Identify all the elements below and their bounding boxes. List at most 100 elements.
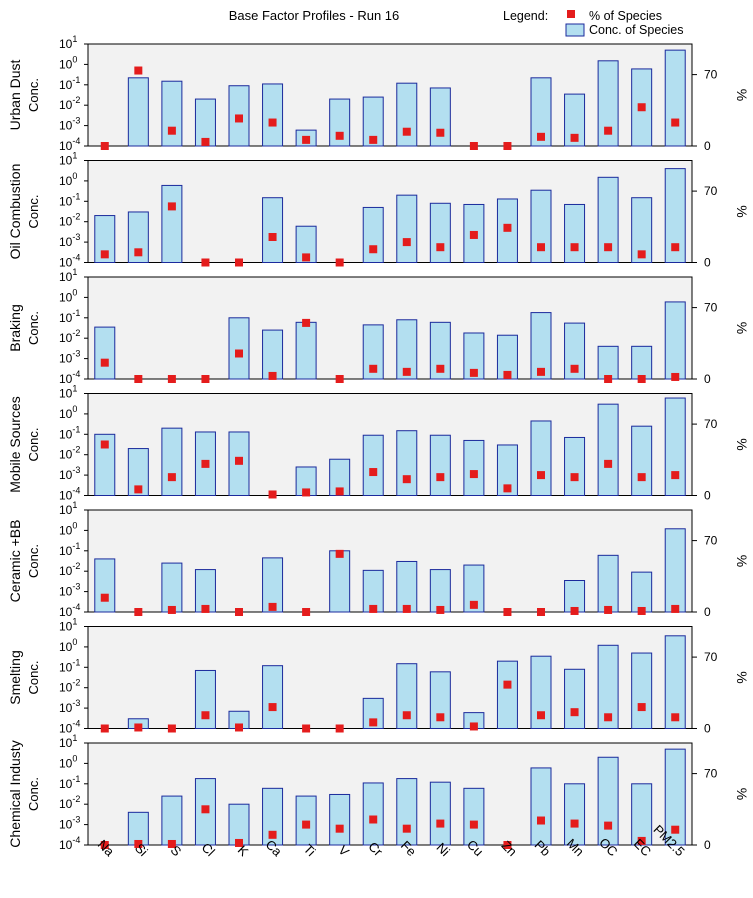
conc-bar <box>597 345 619 380</box>
panel-factor-name: Urban Dust <box>7 59 23 130</box>
conc-bar <box>463 332 485 380</box>
pct-marker <box>503 680 512 689</box>
pct-marker <box>100 593 109 602</box>
conc-bar <box>94 558 116 613</box>
conc-bar <box>94 326 116 380</box>
conc-bar <box>429 321 451 380</box>
panel-2: 10-4 10-3 10-2 10-1 100 101 0 70% Braking Conc. <box>7 267 750 386</box>
pct-marker <box>537 711 545 720</box>
left-axis-tick-label: 10-2 <box>59 561 80 578</box>
conc-bar <box>597 644 619 730</box>
pct-marker <box>537 816 545 825</box>
pct-marker <box>268 118 277 127</box>
pct-marker <box>537 132 545 141</box>
conc-bar <box>262 787 284 846</box>
conc-bar <box>228 803 250 846</box>
panel-factor-name: Braking <box>7 304 23 351</box>
conc-bar <box>295 795 317 846</box>
pct-marker <box>369 245 378 254</box>
conc-bar <box>530 77 552 147</box>
left-axis-tick-label: 101 <box>59 617 77 634</box>
pct-marker <box>604 459 613 468</box>
pct-marker <box>335 549 344 558</box>
right-axis-tick-label: 70 <box>704 650 718 664</box>
left-axis-tick-label: 10-4 <box>59 719 80 736</box>
conc-bar <box>127 211 149 263</box>
pct-marker <box>402 127 411 136</box>
pct-marker <box>201 805 210 814</box>
pct-marker <box>402 238 411 247</box>
pct-marker <box>671 471 680 480</box>
left-axis-tick-label: 10-2 <box>59 678 80 695</box>
pct-marker <box>469 230 478 239</box>
pct-marker <box>134 839 143 848</box>
panel-conc-label: Conc. <box>26 777 41 811</box>
pct-marker <box>402 824 411 833</box>
pct-marker <box>671 713 680 722</box>
left-axis-tick-label: 10-2 <box>59 328 80 345</box>
conc-bar <box>664 301 686 380</box>
right-axis-label: % <box>734 671 750 683</box>
left-axis-tick-label: 10-4 <box>59 602 80 619</box>
left-axis-tick-label: 101 <box>59 151 77 168</box>
pct-marker <box>503 370 512 379</box>
pct-marker <box>503 142 512 150</box>
pct-marker <box>302 488 311 497</box>
pct-marker <box>671 243 680 252</box>
left-axis-tick-label: 10-4 <box>59 136 80 153</box>
conc-bar <box>329 458 351 496</box>
pct-marker <box>436 819 445 828</box>
pct-marker <box>235 114 243 123</box>
conc-bar <box>463 787 485 846</box>
conc-bar <box>262 197 284 263</box>
panel-6: 10-4 10-3 10-2 10-1 100 101 0 70% Chemical Indus… <box>7 733 750 852</box>
pct-marker <box>537 243 545 252</box>
right-axis-label: % <box>734 205 750 217</box>
pct-marker <box>335 375 344 383</box>
pct-marker <box>268 830 277 839</box>
pct-marker <box>436 364 445 373</box>
panel-conc-label: Conc. <box>26 544 41 578</box>
pct-marker <box>268 233 277 241</box>
conc-bar <box>496 660 518 730</box>
conc-bar <box>362 96 384 147</box>
conc-bar <box>463 564 485 613</box>
conc-bar <box>362 434 384 497</box>
conc-bar <box>396 560 418 613</box>
pct-marker <box>100 358 109 367</box>
pct-marker <box>167 126 176 135</box>
pct-marker <box>134 66 143 75</box>
conc-bar <box>564 93 586 147</box>
panel-background <box>87 509 693 613</box>
left-axis-tick-label: 10-4 <box>59 253 80 270</box>
conc-bar <box>396 319 418 380</box>
left-axis-tick-label: 100 <box>59 637 77 654</box>
panel-1: 10-4 10-3 10-2 10-1 100 101 0 70% Oil Combustion… <box>7 151 750 270</box>
right-axis-label: % <box>734 555 750 567</box>
left-axis-tick-label: 10-2 <box>59 445 80 462</box>
pct-marker <box>671 604 680 613</box>
panel-background <box>87 742 693 846</box>
pct-marker <box>537 471 545 480</box>
conc-bar <box>362 206 384 263</box>
conc-bar <box>496 334 518 380</box>
pct-marker <box>369 135 378 144</box>
pct-marker <box>503 484 512 493</box>
left-axis-tick-label: 10-4 <box>59 835 80 852</box>
conc-bar <box>597 176 619 263</box>
conc-bar <box>429 434 451 497</box>
conc-bar <box>127 448 149 497</box>
pct-marker <box>302 253 311 262</box>
conc-bar <box>530 189 552 264</box>
conc-bar <box>597 554 619 613</box>
legend-label-pct: % of Species <box>589 9 662 23</box>
panel-background <box>87 626 693 729</box>
pct-marker <box>604 243 613 252</box>
right-axis-tick-label: 70 <box>704 68 718 82</box>
left-axis-tick-label: 101 <box>59 500 77 517</box>
left-axis-tick-label: 100 <box>59 171 77 188</box>
pct-marker <box>167 724 176 733</box>
panel-conc-label: Conc. <box>26 311 41 345</box>
pct-marker <box>134 248 143 257</box>
pct-marker <box>235 723 243 732</box>
